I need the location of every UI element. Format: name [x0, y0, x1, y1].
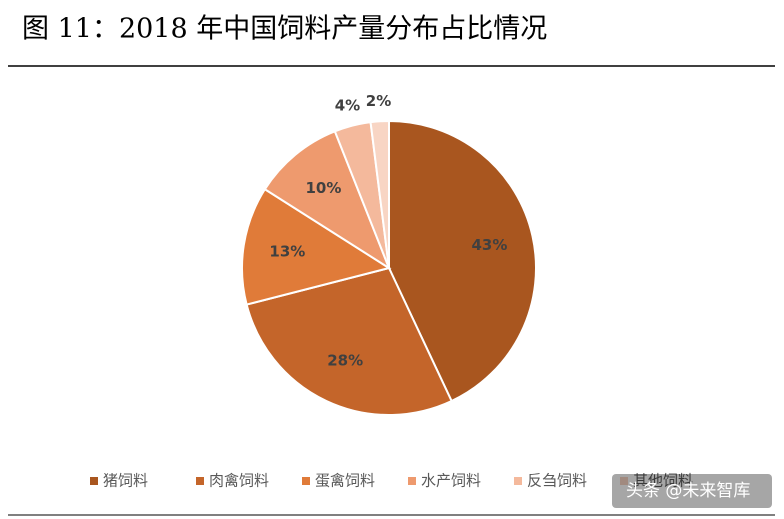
- value-label: 2%: [366, 92, 391, 110]
- value-label: 13%: [269, 242, 305, 260]
- pie-slice: [388, 119, 537, 403]
- value-label: 10%: [305, 179, 341, 197]
- legend-swatch: [408, 477, 416, 485]
- watermark: 头条 @未来智库: [626, 481, 750, 501]
- legend-swatch: [514, 477, 522, 485]
- legend-label: 反刍饲料: [527, 472, 587, 490]
- legend-swatch: [196, 477, 204, 485]
- legend-label: 肉禽饲料: [209, 472, 269, 490]
- legend-label: 蛋禽饲料: [315, 472, 375, 490]
- pie-slice: [369, 119, 390, 269]
- legend-swatch: [620, 477, 628, 485]
- pie-slice: [245, 266, 453, 416]
- value-label: 43%: [471, 236, 507, 254]
- pie-slice: [241, 187, 392, 306]
- legend-label: 猪饲料: [103, 472, 148, 490]
- pie-slice: [263, 130, 392, 271]
- legend-swatch: [90, 477, 98, 485]
- legend-label: 其他饲料: [633, 472, 693, 490]
- legend-swatch: [302, 477, 310, 485]
- legend-label: 水产饲料: [421, 472, 481, 490]
- value-label: 28%: [327, 352, 363, 370]
- value-label: 4%: [335, 97, 360, 115]
- watermark-bg: [612, 474, 772, 508]
- chart-title: 图 11：2018 年中国饲料产量分布占比情况: [22, 14, 547, 45]
